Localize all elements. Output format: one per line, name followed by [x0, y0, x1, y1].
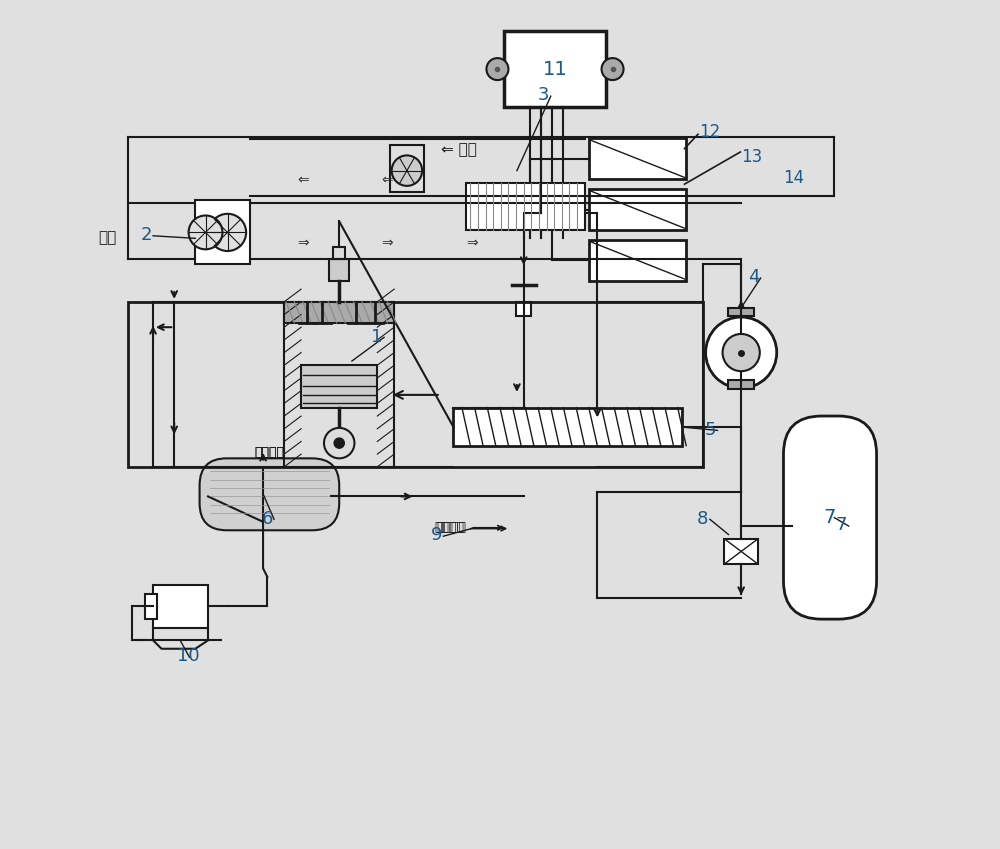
Text: 2: 2: [140, 226, 152, 244]
Circle shape: [392, 155, 422, 186]
Text: 3: 3: [538, 87, 550, 104]
Bar: [516, 301, 531, 316]
Text: ⇒: ⇒: [297, 236, 309, 250]
Circle shape: [189, 216, 222, 250]
Bar: [128, 301, 703, 467]
Bar: [390, 145, 424, 192]
Circle shape: [334, 438, 344, 448]
Bar: [153, 585, 208, 627]
Text: 1: 1: [371, 328, 383, 346]
Text: 9: 9: [431, 526, 442, 544]
Text: 8: 8: [697, 509, 709, 527]
Text: 冷却水进: 冷却水进: [434, 521, 464, 534]
Text: 10: 10: [177, 648, 199, 666]
Text: 13: 13: [741, 149, 762, 166]
Text: 14: 14: [783, 169, 805, 188]
Text: 4: 4: [748, 268, 759, 286]
Text: 冷却水进: 冷却水进: [436, 521, 466, 534]
Bar: [728, 380, 754, 389]
Bar: [333, 247, 345, 260]
Text: 11: 11: [543, 59, 567, 79]
Bar: [453, 408, 682, 446]
Bar: [724, 539, 758, 564]
Circle shape: [324, 428, 354, 458]
Bar: [466, 183, 585, 230]
Bar: [145, 593, 157, 619]
Text: ⇐: ⇐: [382, 172, 393, 186]
Bar: [728, 307, 754, 316]
Text: ⇐: ⇐: [297, 172, 309, 186]
Text: 7: 7: [824, 508, 836, 527]
Text: 排气: 排气: [98, 231, 116, 245]
Text: 12: 12: [699, 123, 720, 141]
Text: 冷却水出: 冷却水出: [255, 446, 285, 458]
Bar: [301, 365, 377, 408]
FancyBboxPatch shape: [200, 458, 339, 531]
Circle shape: [602, 58, 624, 80]
Bar: [284, 301, 394, 467]
Text: 6: 6: [261, 509, 273, 527]
Text: 5: 5: [705, 420, 716, 439]
Bar: [589, 240, 686, 281]
Circle shape: [706, 317, 777, 388]
Bar: [284, 301, 394, 323]
Circle shape: [723, 334, 760, 371]
Text: 7: 7: [836, 516, 847, 534]
Bar: [504, 31, 606, 107]
Text: ⇒: ⇒: [382, 236, 393, 250]
Circle shape: [486, 58, 508, 80]
Bar: [329, 260, 349, 281]
Bar: [195, 200, 250, 264]
Text: 冷却水出: 冷却水出: [255, 446, 285, 458]
Circle shape: [209, 214, 246, 251]
FancyBboxPatch shape: [783, 416, 877, 619]
Bar: [589, 138, 686, 179]
Text: ⇒: ⇒: [466, 236, 478, 250]
Bar: [589, 189, 686, 230]
Text: ⇐ 进气: ⇐ 进气: [441, 142, 477, 157]
